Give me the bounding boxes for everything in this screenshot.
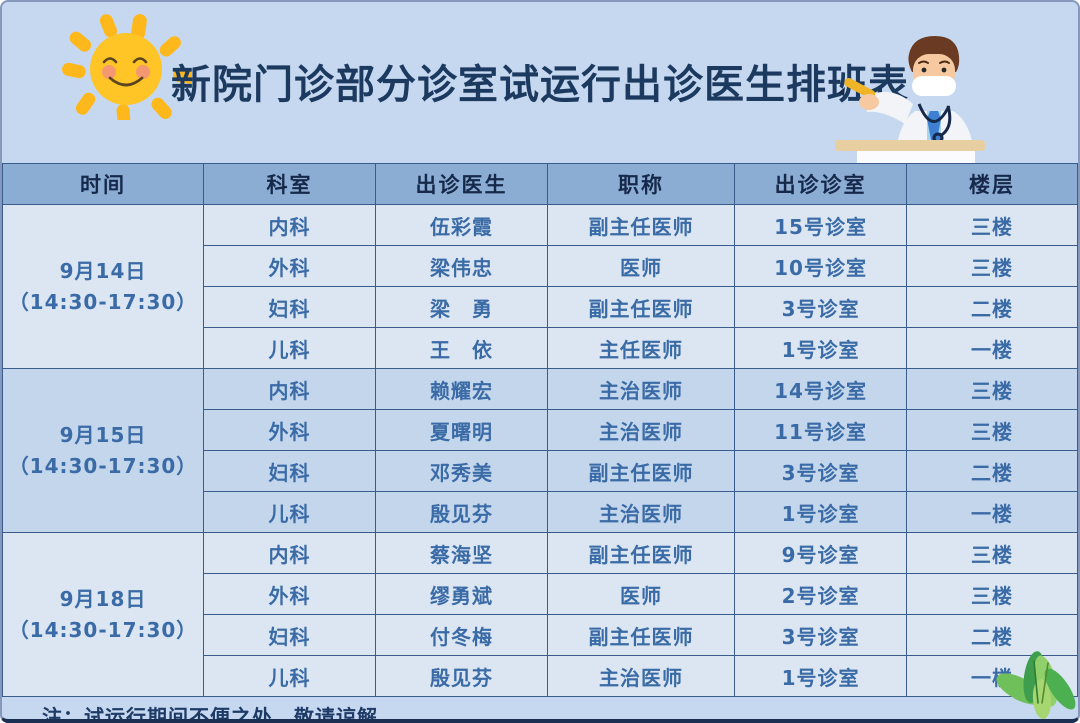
date-label: 9月18日 bbox=[59, 586, 147, 611]
cell-title: 主治医师 bbox=[547, 655, 736, 697]
cell-dept: 内科 bbox=[203, 204, 377, 246]
cell-floor: 一楼 bbox=[906, 327, 1078, 369]
time-range-label: （14:30-17:30） bbox=[8, 453, 198, 478]
cell-title: 医师 bbox=[547, 245, 736, 287]
cell-doctor: 殷见芬 bbox=[375, 491, 549, 533]
cell-dept: 外科 bbox=[203, 573, 377, 615]
header-row: 时间 科室 出诊医生 职称 出诊诊室 楼层 bbox=[2, 163, 1078, 205]
time-range-label: （14:30-17:30） bbox=[8, 617, 198, 642]
cell-doctor: 梁伟忠 bbox=[375, 245, 549, 287]
cell-room: 14号诊室 bbox=[734, 368, 908, 410]
cell-room: 1号诊室 bbox=[734, 327, 908, 369]
cell-dept: 儿科 bbox=[203, 491, 377, 533]
table-row: 9月15日 （14:30-17:30） 内科 赖耀宏 主治医师 14号诊室 三楼 bbox=[2, 368, 1078, 533]
cell-title: 副主任医师 bbox=[547, 450, 736, 492]
cell-title: 副主任医师 bbox=[547, 614, 736, 656]
cell-room: 1号诊室 bbox=[734, 491, 908, 533]
table-row: 妇科 付冬梅 副主任医师 3号诊室 二楼 bbox=[3, 614, 1078, 656]
table-row: 9月14日 （14:30-17:30） 内科 伍彩霞 副主任医师 15号诊室 三… bbox=[2, 204, 1078, 369]
date-label: 9月15日 bbox=[59, 422, 147, 447]
page-title: 新院门诊部分诊室试运行出诊医生排班表 bbox=[171, 62, 909, 108]
cell-time: 9月18日 （14:30-17:30） bbox=[2, 532, 205, 697]
cell-doctor: 殷见芬 bbox=[375, 655, 549, 697]
cell-floor: 三楼 bbox=[906, 245, 1078, 287]
column-header-dept: 科室 bbox=[203, 163, 377, 205]
time-range-label: （14:30-17:30） bbox=[8, 289, 198, 314]
cell-doctor: 伍彩霞 bbox=[375, 204, 549, 246]
column-header-floor: 楼层 bbox=[906, 163, 1078, 205]
cell-floor: 二楼 bbox=[906, 450, 1078, 492]
cell-doctor: 梁 勇 bbox=[375, 286, 549, 328]
cell-doctor: 赖耀宏 bbox=[375, 368, 549, 410]
cell-floor: 三楼 bbox=[906, 532, 1078, 574]
cell-room: 10号诊室 bbox=[734, 245, 908, 287]
cell-floor: 三楼 bbox=[906, 573, 1078, 615]
table-row: 外科 梁伟忠 医师 10号诊室 三楼 bbox=[3, 245, 1078, 287]
cell-dept: 外科 bbox=[203, 245, 377, 287]
cell-floor: 二楼 bbox=[906, 286, 1078, 328]
schedule-table: 时间 科室 出诊医生 职称 出诊诊室 楼层 9月14日 （14:30-17:30… bbox=[2, 163, 1078, 697]
cell-doctor: 王 依 bbox=[375, 327, 549, 369]
table-row: 外科 缪勇斌 医师 2号诊室 三楼 bbox=[3, 573, 1078, 615]
table-row: 儿科 殷见芬 主治医师 1号诊室 一楼 bbox=[3, 491, 1078, 533]
doctor-illustration bbox=[835, 36, 985, 163]
cell-floor: 三楼 bbox=[906, 204, 1078, 246]
table-row: 儿科 殷见芬 主治医师 1号诊室 一楼 bbox=[3, 655, 1078, 697]
cell-title: 副主任医师 bbox=[547, 204, 736, 246]
cell-dept: 内科 bbox=[203, 532, 377, 574]
cell-dept: 妇科 bbox=[203, 614, 377, 656]
cell-room: 3号诊室 bbox=[734, 450, 908, 492]
cell-room: 1号诊室 bbox=[734, 655, 908, 697]
cell-room: 9号诊室 bbox=[734, 532, 908, 574]
cell-title: 医师 bbox=[547, 573, 736, 615]
cell-room: 11号诊室 bbox=[734, 409, 908, 451]
cell-doctor: 缪勇斌 bbox=[375, 573, 549, 615]
table-row: 9月18日 （14:30-17:30） 内科 蔡海坚 副主任医师 9号诊室 三楼 bbox=[2, 532, 1078, 697]
column-header-title: 职称 bbox=[547, 163, 736, 205]
table-row: 外科 夏曙明 主治医师 11号诊室 三楼 bbox=[3, 409, 1078, 451]
cell-dept: 妇科 bbox=[203, 450, 377, 492]
cell-dept: 外科 bbox=[203, 409, 377, 451]
table-row: 儿科 王 依 主任医师 1号诊室 一楼 bbox=[3, 327, 1078, 369]
cell-dept: 儿科 bbox=[203, 655, 377, 697]
leaves-icon bbox=[996, 651, 1076, 719]
cell-title: 副主任医师 bbox=[547, 532, 736, 574]
cell-doctor: 蔡海坚 bbox=[375, 532, 549, 574]
footer-note: 注：试运行期间不便之处，敬请谅解。 bbox=[42, 705, 399, 723]
cell-floor: 三楼 bbox=[906, 409, 1078, 451]
cell-doctor: 邓秀美 bbox=[375, 450, 549, 492]
column-header-room: 出诊诊室 bbox=[734, 163, 908, 205]
cell-doctor: 夏曙明 bbox=[375, 409, 549, 451]
cell-title: 副主任医师 bbox=[547, 286, 736, 328]
cell-title: 主任医师 bbox=[547, 327, 736, 369]
cell-title: 主治医师 bbox=[547, 409, 736, 451]
cell-room: 3号诊室 bbox=[734, 614, 908, 656]
sun-icon bbox=[62, 14, 192, 120]
cell-dept: 妇科 bbox=[203, 286, 377, 328]
cell-floor: 一楼 bbox=[906, 491, 1078, 533]
cell-room: 2号诊室 bbox=[734, 573, 908, 615]
cell-room: 15号诊室 bbox=[734, 204, 908, 246]
cell-dept: 儿科 bbox=[203, 327, 377, 369]
column-header-time: 时间 bbox=[2, 163, 205, 205]
cell-title: 主治医师 bbox=[547, 491, 736, 533]
cell-time: 9月15日 （14:30-17:30） bbox=[2, 368, 205, 533]
cell-dept: 内科 bbox=[203, 368, 377, 410]
cell-time: 9月14日 （14:30-17:30） bbox=[2, 204, 205, 369]
date-label: 9月14日 bbox=[59, 258, 147, 283]
column-header-doctor: 出诊医生 bbox=[375, 163, 549, 205]
cell-title: 主治医师 bbox=[547, 368, 736, 410]
cell-doctor: 付冬梅 bbox=[375, 614, 549, 656]
cell-room: 3号诊室 bbox=[734, 286, 908, 328]
cell-floor: 二楼 bbox=[906, 614, 1078, 656]
banner: 新院门诊部分诊室试运行出诊医生排班表 bbox=[2, 2, 1078, 163]
cell-floor: 三楼 bbox=[906, 368, 1078, 410]
